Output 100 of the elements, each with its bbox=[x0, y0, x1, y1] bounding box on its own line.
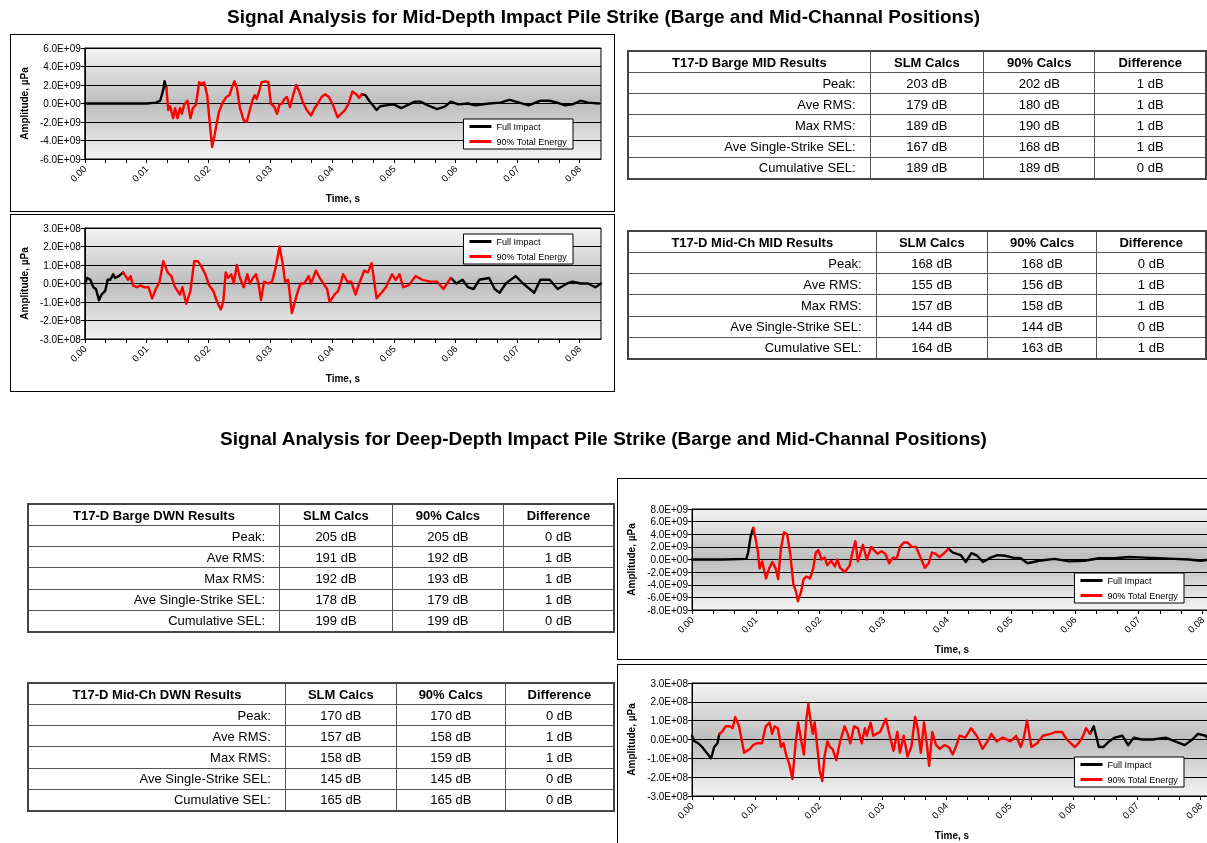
text: 1 dB bbox=[1094, 114, 1206, 137]
legend-label: Full Impact bbox=[1107, 575, 1152, 586]
text: 0 dB bbox=[505, 789, 614, 811]
y-tick-label: -6.0E+09 bbox=[39, 153, 82, 165]
x-tick-label: 0.04 bbox=[930, 614, 952, 635]
x-tick-label: 0.04 bbox=[315, 163, 336, 184]
text: 191 dB bbox=[279, 546, 393, 568]
x-tick-label: 0.04 bbox=[315, 343, 336, 364]
x-tick-label: 0.01 bbox=[738, 800, 760, 821]
x-tick-label: 0.02 bbox=[191, 343, 213, 364]
y-tick-label: -4.0E+09 bbox=[39, 135, 82, 146]
x-tick-label: 0.03 bbox=[866, 614, 888, 635]
text: 179 dB bbox=[392, 589, 504, 611]
y-tick-label: 4.0E+09 bbox=[43, 61, 82, 72]
x-axis-title: Time, s bbox=[325, 372, 361, 384]
text: 0 dB bbox=[505, 704, 614, 726]
x-tick-label: 0.02 bbox=[191, 163, 213, 184]
y-axis-title: Amplitude, µPa bbox=[625, 702, 637, 776]
text: 165 dB bbox=[396, 789, 506, 811]
text: 158 dB bbox=[285, 746, 397, 769]
text: 189 dB bbox=[870, 114, 984, 137]
text: Peak: bbox=[628, 252, 877, 274]
x-tick-label: 0.06 bbox=[438, 163, 460, 184]
text: 144 dB bbox=[876, 316, 988, 338]
category-label: 90% Calcs bbox=[983, 51, 1095, 73]
y-tick-label: 1.0E+08 bbox=[43, 259, 82, 271]
text: Max RMS: bbox=[628, 114, 871, 137]
text: Cumulative SEL: bbox=[28, 610, 280, 632]
text: 180 dB bbox=[983, 93, 1095, 115]
category-label: 90% Calcs bbox=[987, 231, 1097, 253]
legend-label: 90% Total Energy bbox=[496, 251, 568, 262]
text: 205 dB bbox=[279, 525, 393, 547]
text: 1 dB bbox=[1096, 273, 1206, 295]
y-tick-label: 8.0E+09 bbox=[650, 503, 689, 515]
x-tick-label: 0.06 bbox=[1056, 800, 1078, 821]
x-tick-label: 0.04 bbox=[929, 800, 951, 821]
text: Max RMS: bbox=[628, 294, 877, 317]
text: 165 dB bbox=[285, 789, 397, 811]
x-tick-label: 0.03 bbox=[253, 163, 275, 184]
legend-label: Full Impact bbox=[1107, 759, 1152, 770]
text: 202 dB bbox=[983, 72, 1095, 94]
text: 0 dB bbox=[503, 610, 614, 632]
category-label: SLM Calcs bbox=[876, 231, 988, 253]
legend-label: Full Impact bbox=[496, 121, 541, 132]
text: Max RMS: bbox=[28, 746, 286, 769]
y-tick-label: -2.0E+09 bbox=[647, 566, 689, 578]
category-label: Difference bbox=[503, 504, 614, 526]
category-label: 90% Calcs bbox=[396, 683, 506, 705]
category-label: T17-D Barge DWN Results bbox=[28, 504, 280, 526]
x-tick-label: 0.08 bbox=[562, 163, 584, 184]
category-label: T17-D Barge MID Results bbox=[628, 51, 871, 73]
text: 170 dB bbox=[396, 704, 506, 726]
text: Max RMS: bbox=[28, 567, 280, 590]
x-tick-label: 0.01 bbox=[129, 163, 151, 184]
text: Signal Analysis for Deep-Depth Impact Pile Strike (Barge and Mid-Channal Positions) bbox=[219, 428, 988, 450]
text: 156 dB bbox=[987, 273, 1097, 295]
text: 158 dB bbox=[987, 294, 1097, 317]
y-tick-label: 0.0E+00 bbox=[650, 554, 689, 565]
text: 144 dB bbox=[987, 316, 1097, 338]
text: Ave Single-Strike SEL: bbox=[28, 768, 286, 790]
text: Ave RMS: bbox=[28, 546, 280, 568]
text: Ave Single-Strike SEL: bbox=[28, 589, 280, 611]
text: 158 dB bbox=[396, 725, 506, 747]
x-tick-label: 0.08 bbox=[562, 343, 584, 364]
category-label: SLM Calcs bbox=[870, 51, 984, 73]
x-tick-label: 0.02 bbox=[802, 614, 824, 635]
text: 159 dB bbox=[396, 746, 506, 769]
y-tick-label: -1.0E+08 bbox=[647, 752, 689, 764]
legend-label: 90% Total Energy bbox=[496, 136, 568, 147]
text: 1 dB bbox=[1094, 93, 1206, 115]
y-tick-label: -8.0E+09 bbox=[647, 604, 689, 616]
y-tick-label: -6.0E+09 bbox=[647, 591, 689, 603]
y-tick-label: 2.0E+09 bbox=[43, 79, 82, 91]
x-tick-label: 0.03 bbox=[253, 343, 275, 364]
legend-label: Full Impact bbox=[496, 236, 541, 247]
text: Peak: bbox=[28, 704, 286, 726]
y-tick-label: 0.0E+00 bbox=[43, 278, 82, 289]
text: 192 dB bbox=[279, 567, 393, 590]
y-tick-label: -1.0E+08 bbox=[39, 296, 82, 308]
line-series bbox=[121, 245, 452, 315]
legend-label: 90% Total Energy bbox=[1107, 774, 1179, 785]
y-tick-label: 1.0E+08 bbox=[650, 715, 689, 727]
text: 155 dB bbox=[876, 273, 988, 295]
x-tick-label: 0.01 bbox=[738, 614, 760, 635]
x-tick-label: 0.01 bbox=[129, 343, 151, 364]
text: 145 dB bbox=[396, 768, 506, 790]
text: Ave Single-Strike SEL: bbox=[628, 316, 877, 338]
text: Ave RMS: bbox=[28, 725, 286, 747]
y-tick-label: 6.0E+09 bbox=[650, 516, 689, 528]
text: Peak: bbox=[628, 72, 871, 94]
text: 163 dB bbox=[987, 337, 1097, 359]
y-axis-title: Amplitude, µPa bbox=[18, 246, 30, 320]
text: 0 dB bbox=[1094, 157, 1206, 179]
text: 164 dB bbox=[876, 337, 988, 359]
text: 1 dB bbox=[505, 746, 614, 769]
y-tick-label: 0.0E+00 bbox=[43, 98, 82, 109]
text: 0 dB bbox=[1096, 316, 1206, 338]
x-tick-label: 0.00 bbox=[67, 163, 89, 184]
text: 178 dB bbox=[279, 589, 393, 611]
text: 167 dB bbox=[870, 136, 984, 158]
